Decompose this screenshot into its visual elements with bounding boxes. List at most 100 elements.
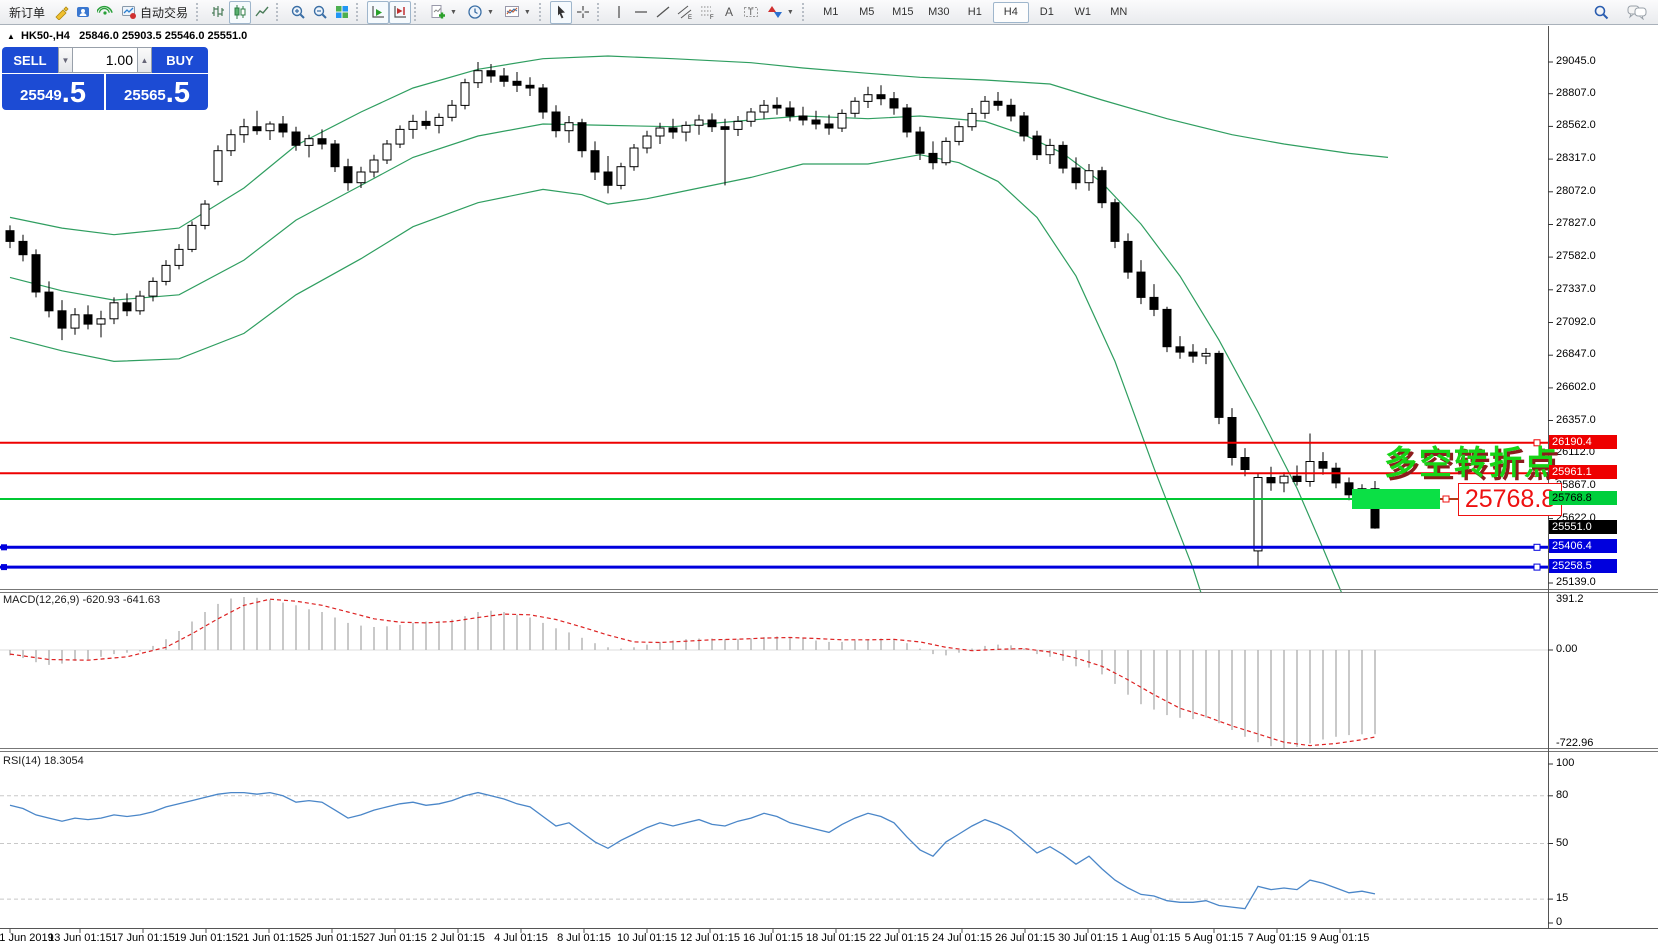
autotrading-label: 自动交易 xyxy=(140,5,189,20)
signals-icon[interactable] xyxy=(94,1,116,24)
candle xyxy=(941,140,951,164)
candle xyxy=(1227,417,1237,458)
auto-scroll-icon[interactable] xyxy=(367,0,390,24)
chat-icon[interactable] xyxy=(1626,1,1648,24)
cursor-icon[interactable] xyxy=(549,0,572,24)
equidistant-channel-icon[interactable]: E xyxy=(674,1,696,24)
trendline-icon[interactable] xyxy=(652,1,674,24)
price-callout-box[interactable]: 25768.8 xyxy=(1458,483,1562,516)
price-level-badge[interactable]: 25258.5 xyxy=(1549,559,1617,574)
time-axis-label: 10 Jul 01:15 xyxy=(617,932,677,944)
arrows-button[interactable]: ▼ xyxy=(762,1,799,24)
price-level-badge[interactable]: 25551.0 xyxy=(1549,520,1617,535)
line-handle[interactable] xyxy=(1533,469,1541,477)
toolbar-separator xyxy=(801,3,810,21)
timeframe-button-M5[interactable]: M5 xyxy=(859,6,875,18)
price-level-badge[interactable]: 25768.8 xyxy=(1549,490,1617,505)
candle xyxy=(1006,104,1016,117)
price-tick-label: 27092.0 xyxy=(1556,315,1596,328)
templates-button[interactable]: ▼ xyxy=(499,1,536,24)
candle xyxy=(408,120,418,130)
timeframe-button-D1[interactable]: D1 xyxy=(1039,6,1054,18)
price-level-badge[interactable]: 25406.4 xyxy=(1549,539,1617,554)
highlight-zone[interactable] xyxy=(1352,489,1440,509)
autotrading-button[interactable]: 自动交易 xyxy=(116,1,193,24)
candle xyxy=(122,302,132,312)
arrows-icon xyxy=(767,6,782,18)
volume-input[interactable] xyxy=(73,47,137,73)
candle xyxy=(642,135,652,149)
community-icon[interactable] xyxy=(72,1,94,24)
periods-button[interactable]: ▼ xyxy=(462,1,499,24)
time-axis-label: 9 Aug 01:15 xyxy=(1310,932,1370,944)
candle xyxy=(707,119,717,128)
timeframe-button-M15[interactable]: M15 xyxy=(892,6,914,18)
price-level-badge[interactable]: 26190.4 xyxy=(1549,434,1617,449)
candle xyxy=(538,87,548,113)
line-handle[interactable] xyxy=(1533,439,1541,447)
indicators-button[interactable]: ▼ xyxy=(425,1,462,24)
candle xyxy=(811,119,821,125)
candlestick-chart-icon[interactable] xyxy=(229,0,252,24)
candle xyxy=(720,126,730,130)
price-tick-label: 26847.0 xyxy=(1556,348,1596,361)
line-handle[interactable] xyxy=(1,564,7,571)
buy-price[interactable]: 25565.5 xyxy=(106,74,208,110)
candle xyxy=(1331,467,1341,484)
timeframe-button-M30[interactable]: M30 xyxy=(928,6,950,18)
horizontal-line-icon[interactable] xyxy=(630,1,652,24)
candle xyxy=(1149,296,1159,310)
buy-button[interactable]: BUY xyxy=(152,47,208,73)
candle xyxy=(96,318,106,325)
text-label-icon[interactable]: T xyxy=(740,1,762,24)
timeframe-button-MN[interactable]: MN xyxy=(1110,6,1128,18)
candle xyxy=(395,128,405,145)
search-icon[interactable] xyxy=(1590,1,1612,24)
price-level-badge[interactable]: 25961.1 xyxy=(1549,465,1617,480)
candle xyxy=(876,94,886,100)
fibonacci-icon[interactable]: F xyxy=(696,1,718,24)
zoom-in-icon[interactable] xyxy=(287,1,309,24)
candle xyxy=(980,100,990,114)
metaeditor-icon[interactable] xyxy=(50,1,72,24)
line-handle[interactable] xyxy=(1,544,7,551)
clock-icon xyxy=(468,5,482,19)
timeframe-button-M1[interactable]: M1 xyxy=(823,6,839,18)
chart-shift-icon[interactable] xyxy=(389,0,412,24)
line-handle[interactable] xyxy=(1533,543,1541,551)
rsi-scale-label: 0 xyxy=(1556,916,1563,928)
toolbar-separator xyxy=(356,3,364,21)
price-tick-label: 26602.0 xyxy=(1556,380,1596,393)
panel-separators[interactable] xyxy=(0,589,1658,752)
vertical-line-icon[interactable] xyxy=(608,1,630,24)
timeframe-button-H1[interactable]: H1 xyxy=(967,6,982,18)
crosshair-icon[interactable] xyxy=(572,1,594,24)
rsi-scale-label: 50 xyxy=(1556,836,1569,849)
sell-button[interactable]: SELL xyxy=(2,47,58,73)
candle xyxy=(70,314,80,329)
timeframe-group: M1 M5 M15 M30 H1 H4 D1 W1 MN xyxy=(813,1,1137,23)
time-axis-label: 27 Jun 01:15 xyxy=(363,932,427,944)
line-chart-icon[interactable] xyxy=(251,1,273,24)
macd-scale-max: 391.2 xyxy=(1556,593,1584,605)
callout-handle[interactable] xyxy=(1442,495,1450,503)
bar-chart-icon[interactable] xyxy=(207,1,229,24)
candle xyxy=(265,123,275,132)
text-icon[interactable]: A xyxy=(718,1,740,24)
new-order-button[interactable]: 新订单 xyxy=(4,1,50,24)
zoom-out-icon[interactable] xyxy=(309,1,331,24)
indicators-icon xyxy=(431,5,446,19)
tile-windows-icon[interactable] xyxy=(331,1,353,24)
timeframe-button-H4[interactable]: H4 xyxy=(992,1,1029,23)
candle xyxy=(18,240,28,256)
turning-point-annotation[interactable]: 多空转折点 xyxy=(1384,444,1559,481)
line-handle[interactable] xyxy=(1533,563,1541,571)
candle xyxy=(1253,477,1263,552)
collapse-arrow-icon[interactable]: ▲ xyxy=(7,32,15,41)
sell-price[interactable]: 25549.5 xyxy=(2,74,104,110)
timeframe-button-W1[interactable]: W1 xyxy=(1074,6,1092,18)
candle xyxy=(83,314,93,325)
volume-increase-button[interactable]: ▲ xyxy=(137,47,152,73)
volume-decrease-button[interactable]: ▼ xyxy=(58,47,73,73)
